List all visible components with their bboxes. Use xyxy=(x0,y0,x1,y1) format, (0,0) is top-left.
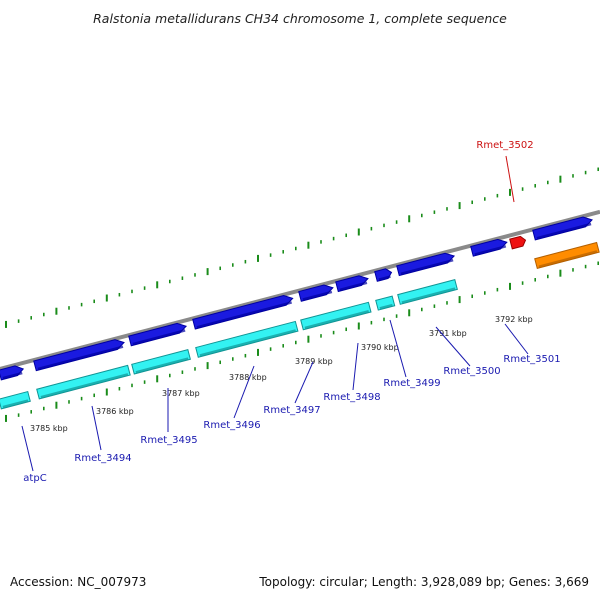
reverse-gene-block xyxy=(195,320,299,358)
gene-label-rmet-3501: Rmet_3501 xyxy=(503,354,560,365)
leader-line xyxy=(505,155,515,203)
forward-gene-block xyxy=(335,275,369,293)
reverse-gene-block xyxy=(131,349,191,375)
kbp-label: 3791 kbp xyxy=(429,329,467,338)
orange-feature-block xyxy=(534,241,600,270)
leader-line xyxy=(435,326,471,367)
kbp-label: 3792 kbp xyxy=(495,315,533,324)
forward-gene-block xyxy=(128,322,188,347)
reverse-gene-block xyxy=(375,295,396,311)
forward-gene-block xyxy=(396,252,456,277)
reverse-gene-block xyxy=(36,364,131,400)
kbp-label: 3789 kbp xyxy=(295,357,333,366)
leader-line xyxy=(21,425,34,472)
gene-label-rmet-3499: Rmet_3499 xyxy=(383,378,440,389)
gene-label-rmet-3495: Rmet_3495 xyxy=(140,435,197,446)
backbone-ring xyxy=(0,209,600,371)
kbp-label: 3786 kbp xyxy=(96,407,134,416)
kbp-label: 3790 kbp xyxy=(361,343,399,352)
backbone-line xyxy=(0,209,600,371)
gene-label-rmet-3502: Rmet_3502 xyxy=(476,140,533,151)
leader-line xyxy=(389,319,407,378)
forward-gene-block xyxy=(374,268,393,282)
gene-label-rmet-3498: Rmet_3498 xyxy=(323,392,380,403)
kbp-labels: 3785 kbp 3786 kbp 3787 kbp 3788 kbp 3789 kbp… xyxy=(30,315,533,433)
feature-track xyxy=(0,216,600,410)
leader-line xyxy=(294,361,314,404)
forward-gene-block xyxy=(33,339,125,372)
kbp-label: 3787 kbp xyxy=(162,389,200,398)
kbp-label: 3788 kbp xyxy=(229,373,267,382)
leader-line xyxy=(233,365,255,419)
leader-line xyxy=(504,323,529,355)
gene-label-rmet-3500: Rmet_3500 xyxy=(443,366,500,377)
reverse-gene-block xyxy=(0,390,31,410)
leader-line xyxy=(91,405,102,451)
forward-gene-block xyxy=(532,216,593,241)
reverse-gene-block xyxy=(300,301,372,331)
gene-label-rmet-3497: Rmet_3497 xyxy=(263,405,320,416)
forward-gene-block xyxy=(470,238,508,257)
gene-label-atpc: atpC xyxy=(23,473,46,484)
reverse-gene-block xyxy=(397,279,458,305)
forward-gene-block xyxy=(192,294,294,330)
outer-tick-track xyxy=(5,167,600,328)
leader-line xyxy=(352,342,359,391)
red-feature-block xyxy=(509,235,527,250)
map-title: Ralstonia metallidurans CH34 chromosome … xyxy=(93,11,507,26)
kbp-label: 3785 kbp xyxy=(30,424,68,433)
forward-gene-block xyxy=(298,284,334,302)
gene-label-rmet-3494: Rmet_3494 xyxy=(74,453,131,464)
inner-tick-track xyxy=(5,261,600,422)
accession-text: Accession: NC_007973 xyxy=(10,575,146,589)
summary-text: Topology: circular; Length: 3,928,089 bp… xyxy=(258,575,589,589)
gene-labels: atpC Rmet_3494 Rmet_3495 Rmet_3496Rmet_3497… xyxy=(21,140,561,484)
forward-gene-block xyxy=(0,365,25,381)
gene-label-rmet-3496: Rmet_3496 xyxy=(203,420,260,431)
